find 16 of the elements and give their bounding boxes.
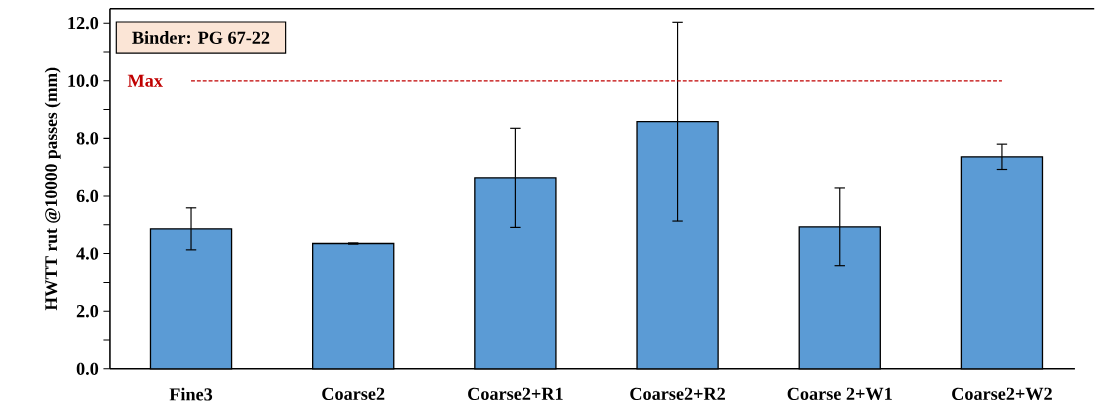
y-tick-label: 10.0 [68, 74, 99, 88]
y-tick-label: 12.0 [68, 17, 99, 30]
y-tick-label: 0.0 [76, 362, 99, 376]
y-axis-title: HWTT rut @10000 passes (mm) [44, 67, 61, 311]
x-tick-label: Coarse2+R1 [468, 387, 563, 401]
x-tick-label: Coarse 2+W1 [787, 387, 892, 401]
annotation: Binder: PG 67-22 [132, 31, 270, 45]
y-tick-label: 2.0 [76, 305, 99, 318]
y-tick-label: 6.0 [76, 189, 99, 203]
ref-line-label: Max [127, 74, 163, 87]
y-tick-label: 4.0 [76, 247, 99, 260]
x-tick-label: Fine3 [169, 387, 213, 401]
y-tick-label: 8.0 [76, 132, 99, 145]
x-tick-label: Coarse2+R2 [630, 387, 725, 401]
x-tick-label: Coarse2+W2 [952, 387, 1052, 401]
x-tick-label: Coarse2 [322, 387, 385, 401]
